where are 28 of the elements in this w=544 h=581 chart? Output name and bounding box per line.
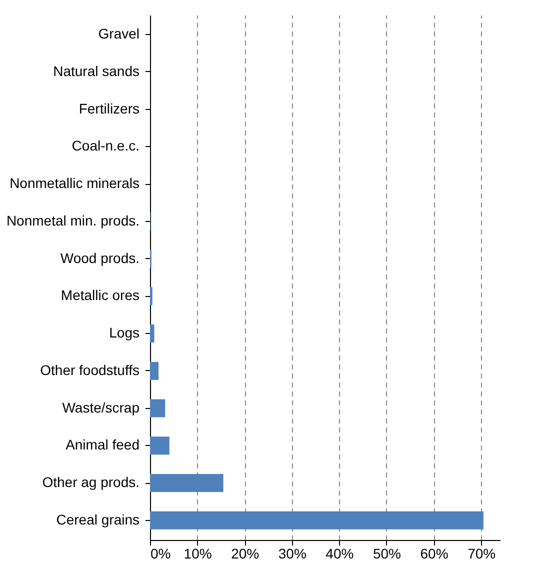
y-tick-label: Waste/scrap [62,399,140,416]
bar [150,324,154,343]
y-tick-label: Nonmetal min. prods. [6,212,140,228]
y-tick-label: Nonmetallic minerals [10,175,140,192]
y-tick-label: Coal-n.e.c. [72,138,140,154]
bar [150,436,170,455]
bar [150,399,166,418]
x-tick-label: 70% [468,546,496,562]
x-tick-label: 50% [372,546,401,562]
y-tick-label: Natural sands [53,62,140,79]
x-tick-label: 0% [150,546,171,562]
y-tick-label: Other foodstuffs [40,362,140,378]
y-tick-label: Gravel [98,26,140,42]
x-tick-label: 30% [278,546,306,562]
bar [150,511,484,530]
y-tick-label: Wood prods. [60,250,140,266]
x-tick-label: 60% [420,546,448,562]
y-tick-label: Other ag prods. [42,474,140,490]
bar [150,474,224,492]
y-tick-label: Logs [109,324,140,341]
x-tick-label: 40% [326,546,354,562]
y-tick-label: Metallic ores [60,287,140,304]
bar [150,362,159,380]
x-tick-label: 10% [184,546,212,562]
y-tick-label: Fertilizers [78,100,140,116]
y-tick-label: Cereal grains [56,511,140,528]
x-tick-label: 20% [231,546,260,562]
y-tick-label: Animal feed [66,436,140,453]
